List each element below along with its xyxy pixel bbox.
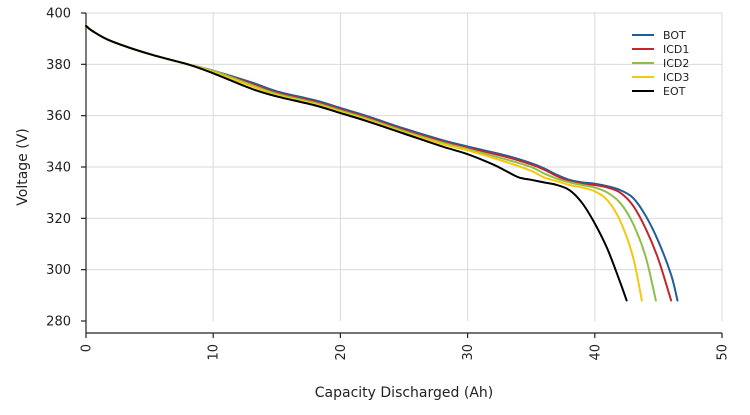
y-tick-label: 320 xyxy=(46,212,71,227)
y-tick-label: 380 xyxy=(46,58,71,73)
series-line-eot xyxy=(85,24,628,302)
x-tick-label: 30 xyxy=(461,344,476,361)
series-lines xyxy=(85,24,679,302)
legend-label-bot: BOT xyxy=(663,29,686,42)
y-tick-label: 400 xyxy=(46,7,71,22)
y-tick-label: 340 xyxy=(46,161,71,176)
x-tick-label: 40 xyxy=(588,344,603,361)
x-tick-label: 10 xyxy=(207,344,222,361)
legend-label-eot: EOT xyxy=(663,85,686,98)
axes: 280 300 320 340 360 380 400 0 10 20 30 40 50 xyxy=(46,7,730,361)
gridlines xyxy=(86,12,723,321)
y-axis-title: Voltage (V) xyxy=(15,128,31,205)
series-line-icd3 xyxy=(85,24,643,302)
x-axis-title: Capacity Discharged (Ah) xyxy=(315,385,493,401)
x-tick-label: 20 xyxy=(334,344,349,361)
legend-label-icd3: ICD3 xyxy=(663,71,689,84)
y-tick-label: 280 xyxy=(46,315,71,330)
x-tick-label: 50 xyxy=(716,344,731,361)
legend-label-icd2: ICD2 xyxy=(663,57,689,70)
series-line-icd2 xyxy=(85,24,657,302)
series-line-bot xyxy=(85,24,679,302)
series-line-icd1 xyxy=(85,24,673,302)
y-tick-label: 300 xyxy=(46,263,71,278)
x-tick-label: 0 xyxy=(80,344,95,352)
y-tick-label: 360 xyxy=(46,109,71,124)
legend-label-icd1: ICD1 xyxy=(663,43,689,56)
